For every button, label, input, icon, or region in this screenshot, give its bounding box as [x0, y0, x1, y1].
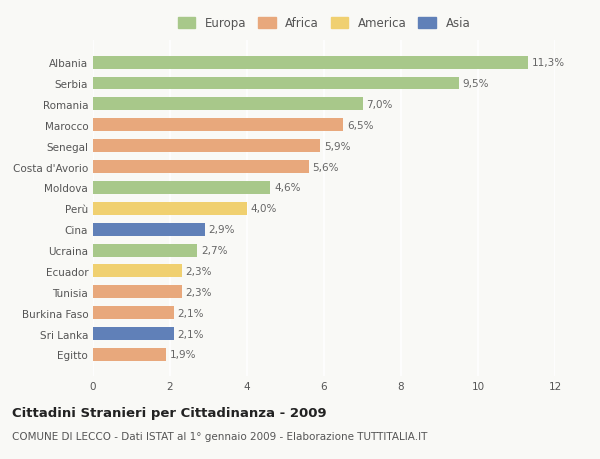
Bar	[93, 223, 205, 236]
Bar	[93, 202, 247, 215]
Text: Cittadini Stranieri per Cittadinanza - 2009: Cittadini Stranieri per Cittadinanza - 2…	[12, 406, 326, 419]
Bar	[93, 307, 174, 319]
Bar	[93, 348, 166, 361]
Text: 5,6%: 5,6%	[313, 162, 339, 172]
Bar	[93, 119, 343, 132]
Text: 4,0%: 4,0%	[251, 204, 277, 214]
Text: 2,3%: 2,3%	[185, 287, 212, 297]
Text: 9,5%: 9,5%	[463, 79, 489, 89]
Bar	[93, 161, 308, 174]
Bar	[93, 285, 182, 299]
Text: 2,1%: 2,1%	[178, 308, 204, 318]
Text: COMUNE DI LECCO - Dati ISTAT al 1° gennaio 2009 - Elaborazione TUTTITALIA.IT: COMUNE DI LECCO - Dati ISTAT al 1° genna…	[12, 431, 427, 442]
Text: 11,3%: 11,3%	[532, 58, 565, 68]
Bar	[93, 244, 197, 257]
Text: 1,9%: 1,9%	[170, 350, 197, 360]
Text: 5,9%: 5,9%	[324, 141, 350, 151]
Text: 2,1%: 2,1%	[178, 329, 204, 339]
Text: 4,6%: 4,6%	[274, 183, 301, 193]
Bar	[93, 78, 459, 90]
Text: 2,9%: 2,9%	[209, 225, 235, 235]
Bar	[93, 98, 362, 111]
Text: 6,5%: 6,5%	[347, 121, 374, 130]
Text: 7,0%: 7,0%	[367, 100, 393, 110]
Bar	[93, 56, 528, 69]
Bar	[93, 182, 270, 195]
Legend: Europa, Africa, America, Asia: Europa, Africa, America, Asia	[178, 17, 470, 30]
Bar	[93, 140, 320, 153]
Text: 2,3%: 2,3%	[185, 266, 212, 276]
Bar	[93, 265, 182, 278]
Bar	[93, 327, 174, 340]
Text: 2,7%: 2,7%	[201, 246, 227, 256]
